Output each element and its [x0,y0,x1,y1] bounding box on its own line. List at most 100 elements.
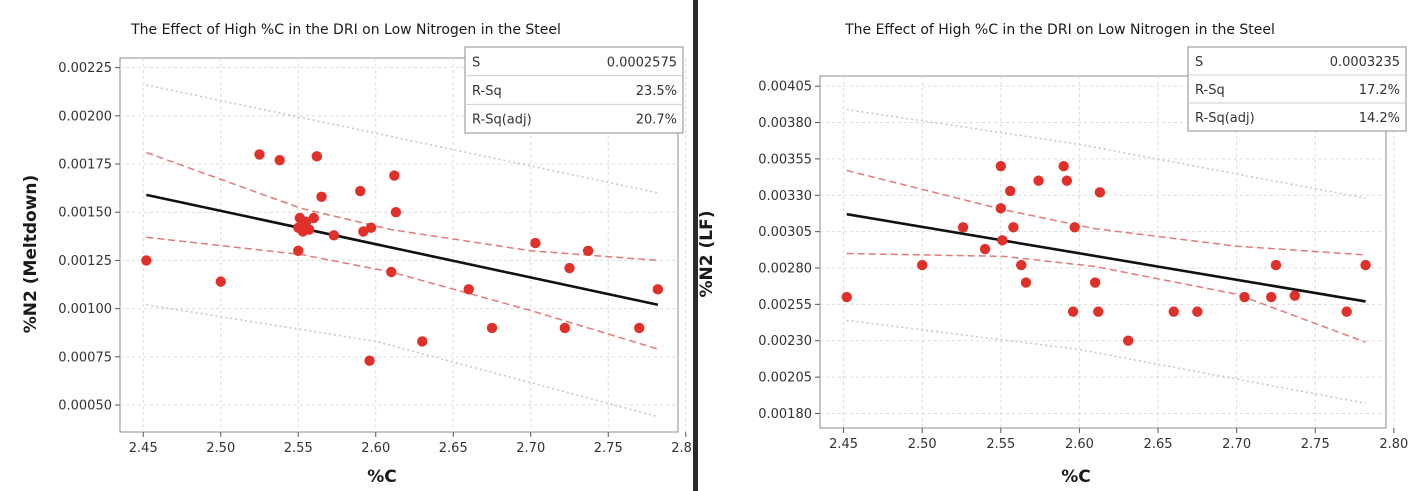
chart-panel-meltdown: The Effect of High %C in the DRI on Low … [0,0,693,491]
data-point [274,154,285,166]
y-tick-label: 0.00175 [58,158,112,173]
y-axis-title: %N2 (Meltdown) [21,175,41,334]
x-tick-label: 2.80 [1379,437,1408,452]
stats-label: S [472,55,480,70]
data-point [1289,290,1301,301]
y-tick-label: 0.00125 [58,254,112,269]
data-point [390,207,402,218]
data-point [1067,306,1079,317]
confidence-band-lower [846,252,1366,343]
regression-line [846,212,1366,303]
data-point [364,355,375,366]
stats-box [1187,46,1407,132]
stats-value: 20.7% [636,113,677,128]
data-point [1094,187,1106,198]
data-point [308,212,319,224]
stats-label: R-Sq [472,84,502,99]
data-point [559,322,571,334]
data-point [215,276,226,287]
data-point [1020,277,1032,288]
x-axis-title: %C [367,467,397,487]
data-point [1168,306,1179,317]
y-tick-label: 0.00355 [758,152,812,167]
data-point [1270,259,1282,271]
data-point [1016,259,1027,271]
stats-label: R-Sq(adj) [472,113,532,128]
y-tick-label: 0.00200 [58,109,112,124]
data-point [1341,306,1352,317]
data-point [355,185,366,197]
confidence-band-upper [846,169,1366,256]
plot-area [819,75,1387,429]
stats-label: R-Sq [1195,83,1225,98]
prediction-band-upper [146,84,659,194]
data-point [997,235,1008,246]
data-point [141,255,152,266]
data-point [1058,160,1069,172]
data-point [293,245,304,256]
chart-title: The Effect of High %C in the DRI on Low … [130,22,561,38]
data-point [582,245,594,256]
data-point [311,151,323,162]
y-tick-label: 0.00255 [758,298,812,313]
data-point [358,226,369,237]
data-point [1069,222,1080,233]
chart-title: The Effect of High %C in the DRI on Low … [844,22,1275,38]
y-tick-label: 0.00305 [758,225,812,240]
stats-value: 23.5% [636,84,677,99]
x-tick-label: 2.75 [1301,437,1330,452]
data-point [652,284,664,295]
x-tick-label: 2.55 [986,437,1015,452]
data-point [417,336,428,347]
x-tick-label: 2.45 [829,437,858,452]
y-tick-label: 0.00050 [58,399,112,414]
y-tick-label: 0.00330 [758,189,812,204]
data-point [564,262,575,274]
data-point [957,222,969,233]
data-point [530,237,541,249]
x-axis-title: %C [1061,467,1091,487]
data-point [1089,277,1101,288]
y-axis-title: %N2 (LF) [698,211,717,298]
y-tick-label: 0.00280 [758,262,812,277]
chart-svg-meltdown: The Effect of High %C in the DRI on Low … [21,22,693,487]
stats-label: S [1195,55,1203,70]
data-point [841,291,852,303]
confidence-band-upper [146,151,658,262]
y-tick-label: 0.00225 [58,61,112,76]
y-tick-label: 0.00205 [758,371,812,386]
data-point [1360,259,1371,271]
y-tick-label: 0.00100 [58,302,112,317]
data-point [1008,222,1019,233]
stats-value: 0.0003235 [1330,55,1400,70]
data-point [328,230,340,241]
x-tick-label: 2.60 [1065,437,1094,452]
data-point [634,322,645,334]
data-point [916,259,928,271]
prediction-band-upper [846,108,1366,199]
stats-value: 17.2% [1359,83,1400,98]
data-point [486,322,498,334]
data-point [254,149,265,160]
x-tick-label: 2.45 [129,441,158,456]
regression-line [146,193,659,307]
stats-box [464,46,684,134]
x-tick-label: 2.60 [361,441,390,456]
panel-divider [693,0,698,491]
chart-svg-lf: The Effect of High %C in the DRI on Low … [698,22,1408,487]
y-tick-label: 0.00405 [758,80,812,95]
data-point [995,160,1007,172]
data-point [979,243,991,255]
stats-value: 14.2% [1359,111,1400,126]
x-tick-label: 2.70 [516,441,545,456]
data-point [995,203,1007,214]
x-tick-label: 2.65 [439,441,468,456]
x-tick-label: 2.65 [1144,437,1173,452]
x-tick-label: 2.50 [908,437,937,452]
data-point [1239,291,1250,303]
x-tick-label: 2.80 [671,441,693,456]
data-point [1192,306,1203,317]
y-tick-label: 0.00230 [758,334,812,349]
x-tick-label: 2.55 [284,441,313,456]
